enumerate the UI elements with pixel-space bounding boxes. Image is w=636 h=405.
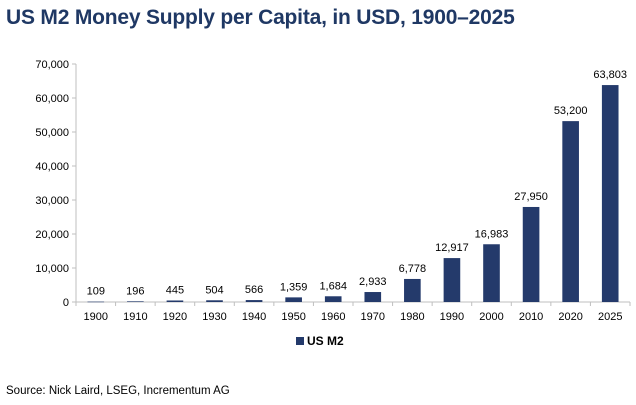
x-tick-label: 1960 [321,311,345,323]
data-labels: 109 196 445 504 566 1,359 1,684 2,933 6,778 12,91… [87,69,627,298]
bar [562,121,579,303]
data-label: 1,359 [280,281,308,293]
bars [87,85,619,303]
y-tick-label: 30,000 [35,195,69,207]
bar [285,297,302,302]
data-label: 6,778 [399,263,427,275]
data-label: 196 [126,285,144,297]
data-label: 109 [87,286,105,298]
bar [206,300,223,302]
data-label: 2,933 [359,276,387,288]
x-tick-label: 1950 [281,311,305,323]
legend-label: US M2 [307,334,344,348]
x-tick-label: 2000 [479,311,503,323]
x-tick-label: 1910 [123,311,147,323]
x-tick-label: 1970 [361,311,385,323]
legend: US M2 [296,334,344,348]
y-tick-label: 70,000 [35,59,69,71]
bar [245,300,263,302]
x-tick-label: 2010 [519,311,543,323]
y-tick-label: 0 [63,297,69,309]
data-label: 53,200 [554,105,588,117]
bar [324,296,342,302]
x-tick-label: 2020 [558,311,582,323]
chart-title: US M2 Money Supply per Capita, in USD, 1… [6,6,515,29]
bar [404,278,421,302]
data-label: 566 [245,284,263,296]
bar [127,301,144,302]
x-tick-label: 1900 [84,311,108,323]
x-tick-label: 1990 [440,311,464,323]
bar [87,301,105,303]
legend-swatch [296,337,304,345]
data-label: 504 [205,284,223,296]
bar [166,300,184,302]
x-tick-label: 1940 [242,311,266,323]
data-label: 16,983 [475,228,509,240]
x-axis: 1900 1910 1920 1930 1940 1950 1960 1970 1980 1990… [75,301,631,323]
x-tick-label: 1920 [163,311,187,323]
y-tick-label: 60,000 [35,93,69,105]
y-tick-label: 20,000 [35,229,69,241]
data-label: 1,684 [319,280,347,292]
source-note: Source: Nick Laird, LSEG, Incrementum AG [6,385,230,397]
y-tick-label: 40,000 [35,161,69,173]
bar [483,244,500,302]
y-tick-label: 10,000 [35,263,69,275]
y-axis: 0 10,000 20,000 30,000 40,000 50,000 60,000 70,… [35,59,77,309]
bar [443,258,461,302]
bar [522,206,540,302]
data-label: 12,917 [435,242,469,254]
bar [601,85,619,303]
x-tick-label: 1980 [400,311,424,323]
bar [364,292,382,302]
data-label: 63,803 [593,69,627,81]
x-tick-label: 2025 [598,311,622,323]
data-label: 27,950 [514,191,548,203]
x-tick-label: 1930 [202,311,226,323]
data-label: 445 [166,284,184,296]
y-tick-label: 50,000 [35,127,69,139]
